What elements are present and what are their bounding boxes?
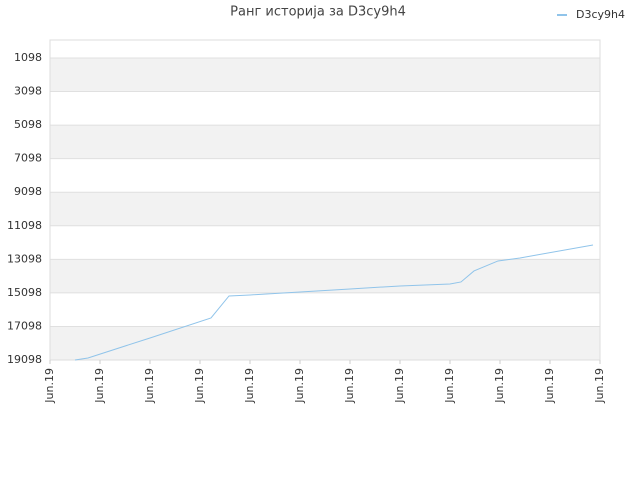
x-tick-label: Jun.19 — [443, 368, 456, 404]
y-tick-label: 17098 — [7, 319, 42, 332]
x-tick-label: Jun.19 — [543, 368, 556, 404]
y-tick-label: 3098 — [14, 85, 42, 98]
grid-band — [50, 326, 600, 360]
plot-border — [49, 39, 601, 361]
x-tick-label: Jun.19 — [193, 368, 206, 404]
y-tick-label: 5098 — [14, 118, 42, 131]
x-tick-label: Jun.19 — [143, 368, 156, 404]
grid-band — [50, 125, 600, 159]
legend-label: D3cy9h4 — [576, 8, 625, 21]
x-tick-label: Jun.19 — [593, 368, 606, 404]
chart-title: Ранг историја за D3cy9h4 — [230, 5, 406, 20]
x-tick-label: Jun.19 — [93, 368, 106, 404]
grid-band — [50, 259, 600, 293]
y-tick-label: 19098 — [7, 353, 42, 366]
y-tick-label: 1098 — [14, 51, 42, 64]
y-tick-label: 7098 — [14, 152, 42, 165]
y-tick-label: 13098 — [7, 252, 42, 265]
y-tick-label: 15098 — [7, 286, 42, 299]
x-tick-label: Jun.19 — [343, 368, 356, 404]
x-tick-label: Jun.19 — [43, 368, 56, 404]
grid-band — [50, 192, 600, 226]
grid-band — [50, 57, 600, 92]
x-tick-label: Jun.19 — [243, 368, 256, 404]
x-tick-label: Jun.19 — [493, 368, 506, 404]
x-tick-label: Jun.19 — [293, 368, 306, 404]
x-tick-label: Jun.19 — [393, 368, 406, 404]
series-line — [74, 244, 594, 361]
y-tick-label: 9098 — [14, 185, 42, 198]
y-tick-label: 11098 — [7, 219, 42, 232]
